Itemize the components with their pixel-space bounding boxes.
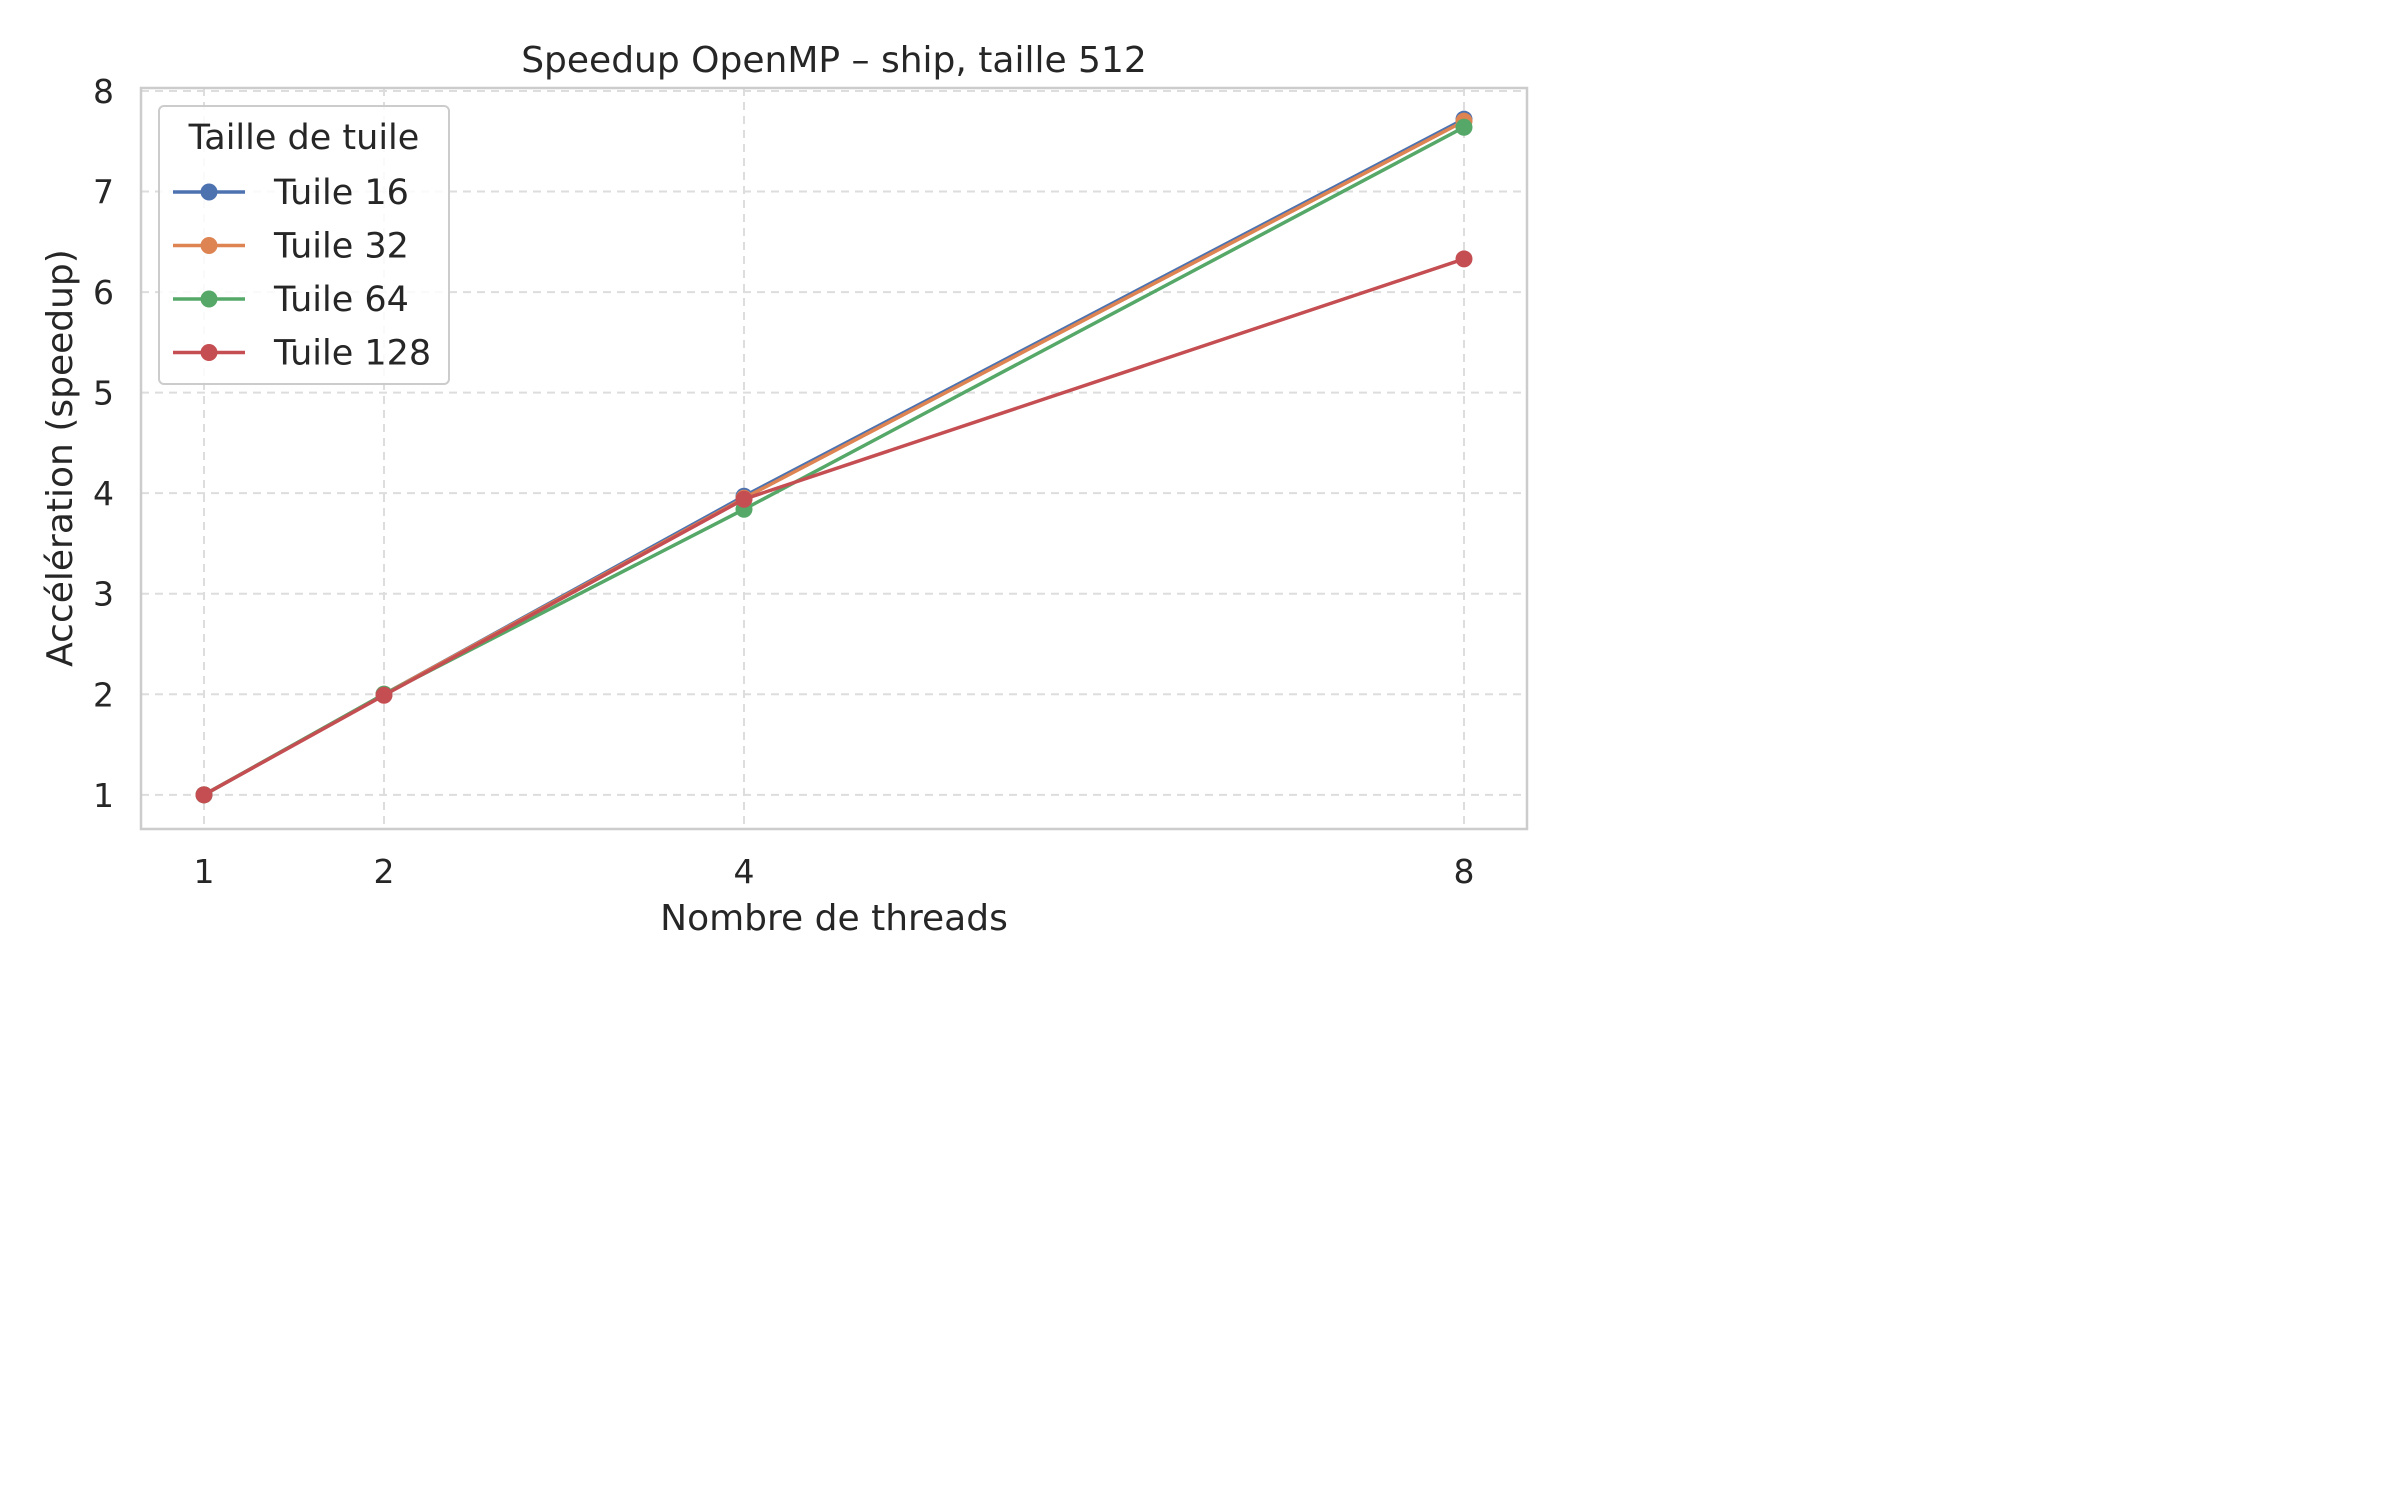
chart-title: Speedup OpenMP – ship, taille 512 [521, 40, 1147, 81]
x-tick-label: 1 [194, 852, 215, 891]
legend-entry: Tuile 32 [173, 227, 409, 267]
y-tick-label: 1 [93, 776, 114, 815]
y-tick-label: 6 [93, 273, 114, 312]
legend-entry: Tuile 16 [173, 173, 409, 213]
speedup-chart: Speedup OpenMP – ship, taille 512 1 2 4 812… [40, 40, 1529, 939]
legend-swatch-marker [200, 344, 218, 361]
x-tick-label: 2 [374, 852, 395, 891]
x-axis-label: Nombre de threads [660, 898, 1008, 939]
legend-swatch-marker [200, 237, 218, 254]
legend-swatch-marker [200, 290, 218, 308]
data-point [735, 490, 753, 508]
legend-swatch-marker [200, 183, 218, 201]
y-tick-label: 5 [93, 374, 114, 413]
legend-label: Tuile 128 [273, 334, 431, 374]
legend-entries: Tuile 16 Tuile 32 Tuile 64 Tuile 128 [173, 173, 431, 374]
legend: Taille de tuile Tuile 16 Tuile 32 Tuile 64… [158, 105, 450, 385]
legend-label: Tuile 64 [273, 280, 409, 320]
legend-label: Tuile 16 [273, 173, 409, 213]
legend-title: Taille de tuile [188, 118, 420, 158]
data-point [195, 786, 213, 804]
series-lines [195, 110, 1473, 804]
y-tick-label: 7 [93, 173, 114, 212]
x-tick-label: 8 [1454, 852, 1475, 891]
data-point [1455, 250, 1473, 268]
y-tick-label: 8 [93, 72, 114, 111]
legend-entry: Tuile 128 [173, 334, 431, 374]
grid [141, 88, 1527, 829]
y-tick-label: 4 [93, 474, 114, 513]
y-tick-label: 3 [93, 575, 114, 614]
series-line [203, 257, 1465, 797]
y-tick-label: 2 [93, 675, 114, 714]
y-axis-label: Accélération (speedup) [40, 249, 81, 667]
x-tick-label: 4 [734, 852, 755, 891]
plot-frame [139, 86, 1529, 831]
legend-label: Tuile 32 [273, 227, 409, 267]
series-tuile-128 [195, 250, 1473, 804]
legend-entry: Tuile 64 [173, 280, 409, 320]
legend-box [158, 105, 450, 385]
data-point [375, 686, 393, 704]
data-point [1455, 118, 1473, 136]
